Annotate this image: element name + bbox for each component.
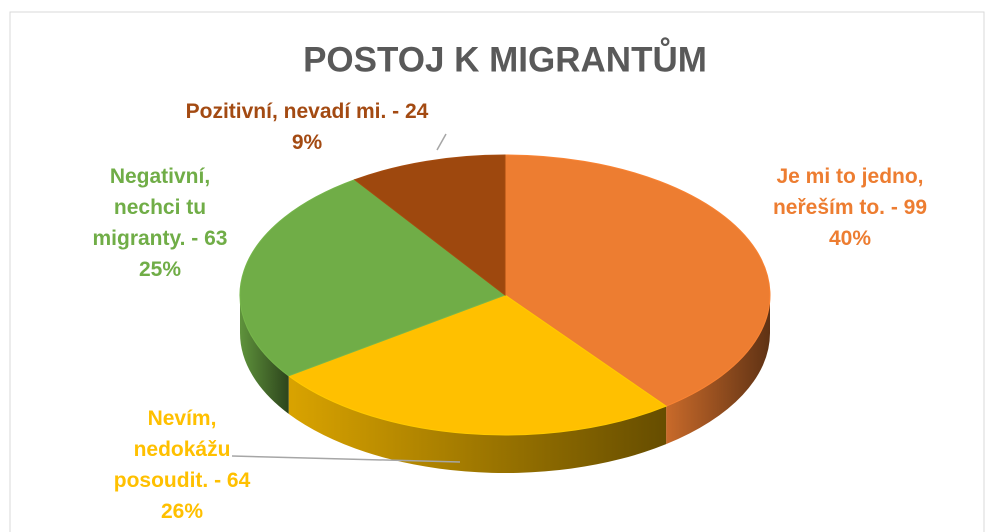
data-label: Je mi to jedno, neřeším to. - 99 40%: [773, 165, 927, 250]
leader-line: [436, 133, 447, 151]
data-label-line: migranty. - 63: [93, 227, 228, 250]
percent-label: 25%: [139, 258, 181, 281]
percent-label: 40%: [829, 227, 871, 250]
data-label: Negativní, nechci tu migranty. - 63 25%: [93, 165, 228, 281]
chart-title: POSTOJ K MIGRANTŮM: [303, 36, 707, 79]
slice-side: [240, 295, 289, 414]
data-label-line: nechci tu: [114, 196, 206, 219]
slice: [287, 294, 668, 436]
data-label-line: Nevím,: [148, 407, 217, 430]
percent-label: 9%: [292, 131, 323, 154]
labels: Je mi to jedno, neřeším to. - 99 40% Nevím,…: [93, 100, 928, 523]
slice: [239, 179, 507, 377]
slice: [353, 154, 506, 297]
data-label: Pozitivní, nevadí mi. - 24 9%: [186, 100, 429, 154]
leader-line: [231, 455, 461, 463]
slice: [504, 154, 771, 407]
data-label-line: neřeším to. - 99: [773, 196, 927, 219]
data-label-line: Negativní,: [110, 165, 210, 188]
pie: [239, 154, 771, 473]
data-label: Nevím, nedokážu posoudit. - 64 26%: [114, 407, 251, 523]
data-label-line: Pozitivní, nevadí mi. - 24: [186, 100, 429, 123]
data-label-line: posoudit. - 64: [114, 469, 251, 492]
data-label-line: Je mi to jedno,: [776, 165, 923, 188]
data-label-line: nedokážu: [134, 438, 231, 461]
slice-side: [666, 295, 770, 445]
slice-side: [288, 375, 667, 473]
percent-label: 26%: [161, 500, 203, 523]
